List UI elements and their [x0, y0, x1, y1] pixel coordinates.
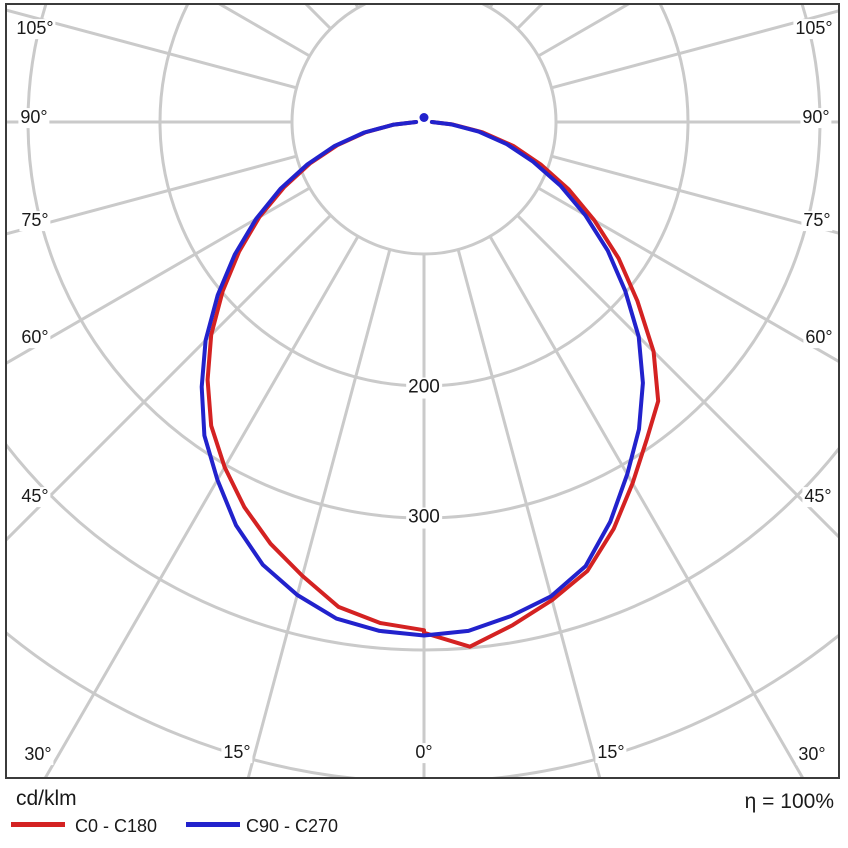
ring-label-300: 300	[406, 506, 442, 529]
angle-label-left-75: 75°	[19, 210, 51, 231]
angle-label-bottom-0: 0°	[413, 742, 435, 763]
angle-label-right-60: 60°	[803, 327, 835, 348]
legend-swatch-c0-c180	[11, 822, 65, 827]
angle-label-right-90: 90°	[800, 107, 832, 128]
angle-label-left-60: 60°	[19, 327, 51, 348]
angle-label-left-105: 105°	[14, 18, 56, 39]
angle-label-left-90: 90°	[18, 107, 50, 128]
ring-label-200: 200	[406, 376, 442, 399]
angle-label-bottom-right-15: 15°	[595, 742, 627, 763]
efficiency-label: η = 100%	[744, 790, 834, 813]
angle-label-left-45: 45°	[19, 486, 51, 507]
unit-label: cd/klm	[16, 787, 77, 810]
legend-label-c0-c180: C0 - C180	[75, 816, 158, 836]
angle-label-right-75: 75°	[801, 210, 833, 231]
angle-label-right-45: 45°	[802, 486, 834, 507]
angle-label-left-30: 30°	[22, 744, 54, 765]
angle-label-bottom-left-15: 15°	[221, 742, 253, 763]
angle-label-right-30: 30°	[796, 744, 828, 765]
legend-swatch-c90-c270	[186, 822, 240, 827]
angle-label-right-105: 105°	[793, 18, 835, 39]
legend-label-c90-c270: C90 - C270	[246, 816, 339, 836]
